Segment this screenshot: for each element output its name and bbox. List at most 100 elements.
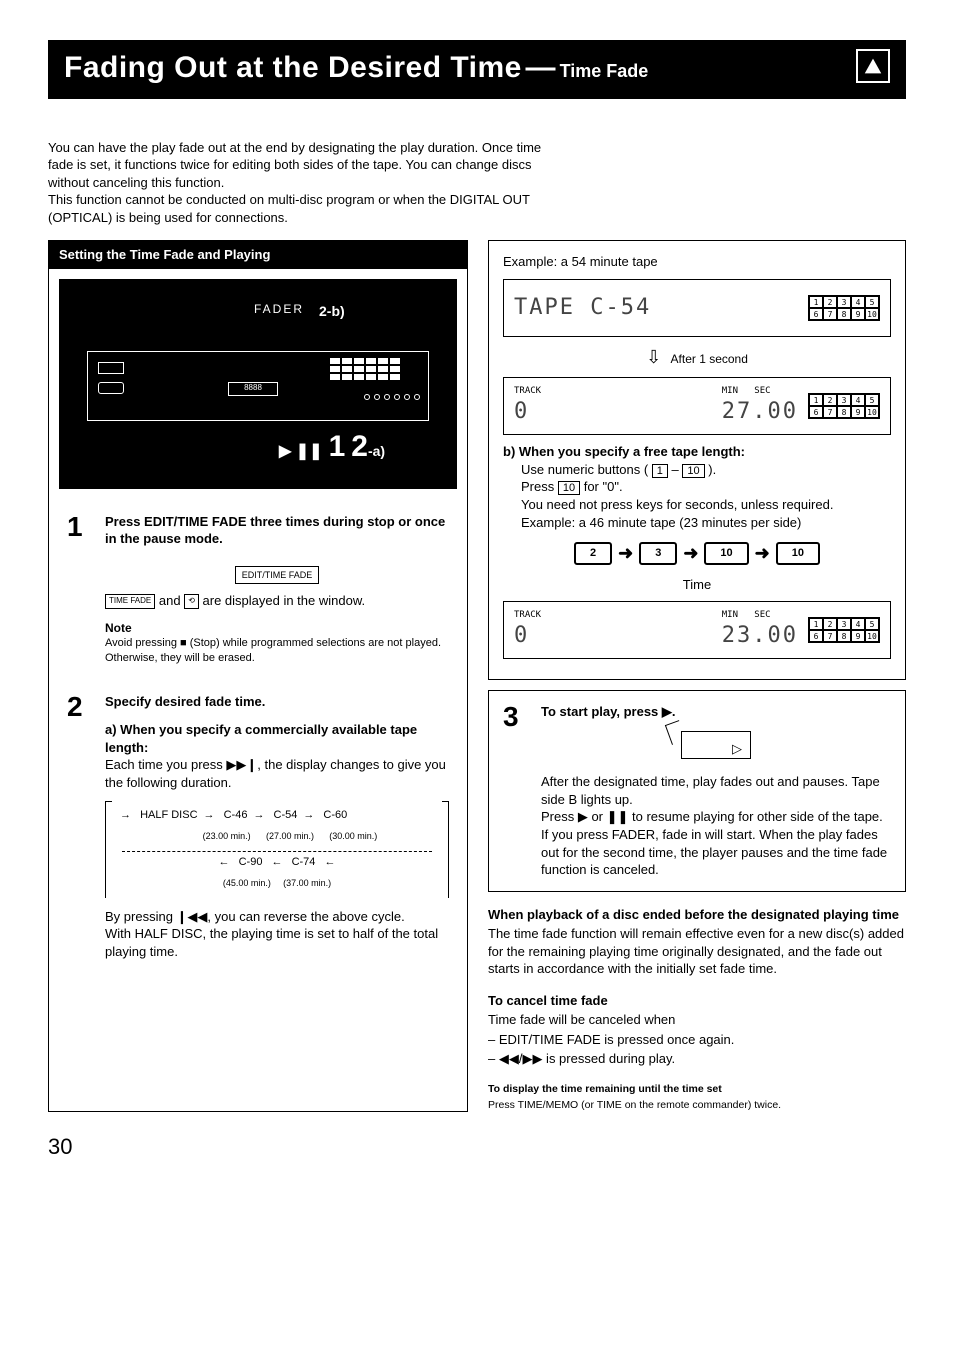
callout-2b: 2-b) [319, 287, 345, 328]
step-1: 1 Press EDIT/TIME FADE three times durin… [49, 499, 467, 680]
bottom-p2b: – ◀◀/▶▶ is pressed during play. [488, 1050, 906, 1068]
fader-label: FADER [254, 301, 304, 317]
title-sub: Time Fade [560, 61, 649, 81]
step-3-num: 3 [503, 703, 527, 878]
lcd-display-2: TRACK0 MIN SEC27.00 1 2 3 4 5 6 7 [503, 377, 891, 435]
callout-1: 1 [329, 427, 346, 468]
page-number: 30 [48, 1132, 906, 1162]
step-2: 2 Specify desired fade time. a) When you… [49, 679, 467, 974]
device-slot-1 [98, 362, 124, 374]
sub-b-dash: – [672, 462, 683, 477]
lcd2-track-label: TRACK [514, 385, 541, 397]
bottom-h1: When playback of a disc ended before the… [488, 906, 906, 924]
intro-p1: You can have the play fade out at the en… [48, 139, 568, 192]
sub-b-l4: Example: a 46 minute tape (23 minutes pe… [521, 514, 891, 532]
lcd-display-1: TAPE C-54 1 2 3 4 5 6 7 8 9 10 [503, 279, 891, 337]
columns: Setting the Time Fade and Playing FADER … [48, 240, 906, 1112]
step-1-note-head: Note [105, 620, 449, 636]
arrow-icon: ➜ [683, 541, 698, 565]
bottom-p3: Press TIME/MEMO (or TIME on the remote c… [488, 1098, 906, 1112]
display-end: are displayed in the window. [203, 593, 366, 608]
key-sequence: 2 ➜ 3 ➜ 10 ➜ 10 [503, 541, 891, 565]
play-icon: ▷ [732, 740, 742, 758]
display-and: and [159, 593, 181, 608]
right-box-upper: Example: a 54 minute tape TAPE C-54 1 2 … [488, 240, 906, 680]
play-button-diagram: ▷ [541, 731, 891, 764]
lcd2-grid: 1 2 3 4 5 6 7 8 9 10 [808, 393, 880, 419]
bottom-p2: Time fade will be canceled when [488, 1011, 906, 1029]
time-fade-indicator-icon: TIME FADE [105, 594, 155, 609]
step-3-head: To start play, press ▶. [541, 703, 891, 721]
lcd2-time: 27.00 [722, 397, 798, 427]
step-2-num: 2 [67, 693, 91, 960]
step-3-p3: If you press FADER, fade in will start. … [541, 826, 891, 879]
cycle-item-0: HALF DISC [140, 809, 197, 821]
cycle-min-5: (37.00 min.) [283, 878, 331, 888]
step-2a-body: Each time you press ▶▶❙, the display cha… [105, 756, 449, 791]
example-head: Example: a 54 minute tape [503, 253, 891, 271]
device-illustration: FADER 2-b) 8888 ▶ ❚❚ 1 2-a) [59, 279, 457, 489]
sub-b-head: b) When you specify a free tape length: [503, 443, 891, 461]
key-btn-0: 2 [574, 542, 612, 565]
down-arrow-icon: ⇩ [646, 347, 661, 367]
tape-cycle-diagram: → HALF DISC→ C-46→ C-54→ C-60 → HALF DIS… [105, 801, 449, 898]
cycle-min-3: (30.00 min.) [329, 831, 377, 841]
device-display: 8888 [228, 382, 278, 396]
edit-button-wrap: EDIT/TIME FADE [105, 558, 449, 592]
step-1-display-line: TIME FADE and ⟲ are displayed in the win… [105, 592, 449, 610]
tape-indicator-icon: ⟲ [184, 594, 199, 609]
bottom-p2a: – EDIT/TIME FADE is pressed once again. [488, 1031, 906, 1049]
intro-block: You can have the play fade out at the en… [48, 139, 568, 227]
key-btn-1: 3 [639, 542, 677, 565]
intro-p2: This function cannot be conducted on mul… [48, 191, 568, 226]
step-1-num: 1 [67, 513, 91, 666]
lcd1-grid: 1 2 3 4 5 6 7 8 9 10 [808, 295, 880, 321]
manual-icon [856, 49, 890, 83]
step-1-note-body: Avoid pressing ■ (Stop) while programmed… [105, 636, 449, 666]
device-button-grid [330, 358, 420, 382]
device-body: 8888 [87, 351, 429, 421]
cycle-min-2: (27.00 min.) [266, 831, 314, 841]
bottom-h3: To display the time remaining until the … [488, 1082, 906, 1096]
step-2-halfdisc: With HALF DISC, the playing time is set … [105, 925, 449, 960]
sub-b-l2b: for "0". [584, 479, 623, 494]
key-btn-3: 10 [776, 542, 820, 565]
step-3-p2: Press ▶ or ❚❚ to resume playing for othe… [541, 808, 891, 826]
left-section-header: Setting the Time Fade and Playing [49, 241, 467, 269]
right-column: Example: a 54 minute tape TAPE C-54 1 2 … [488, 240, 906, 1112]
step-1-body: Press EDIT/TIME FADE three times during … [105, 513, 449, 666]
key-10-icon: 10 [682, 464, 704, 478]
bottom-p1: The time fade function will remain effec… [488, 925, 906, 978]
lcd1-text: TAPE C-54 [514, 293, 798, 323]
after-text: After 1 second [671, 352, 748, 366]
step-2-head: Specify desired fade time. [105, 693, 449, 711]
left-column: Setting the Time Fade and Playing FADER … [48, 240, 468, 1112]
right-box-step3: 3 To start play, press ▶. ▷ After the de… [488, 690, 906, 891]
callout-2a: 2-a) [351, 427, 385, 468]
lcd3-time: 23.00 [722, 621, 798, 651]
bottom-section: When playback of a disc ended before the… [488, 906, 906, 1113]
title-bar: Fading Out at the Desired Time — Time Fa… [48, 40, 906, 99]
sub-b-l3: You need not press keys for seconds, unl… [521, 496, 891, 514]
title-main: Fading Out at the Desired Time [64, 51, 522, 84]
cycle-item-1: C-46 [224, 809, 248, 821]
step-2-reverse: By pressing ❙◀◀, you can reverse the abo… [105, 908, 449, 926]
cycle-item-2: C-54 [274, 809, 298, 821]
cycle-min-4: (45.00 min.) [223, 878, 271, 888]
bottom-h2: To cancel time fade [488, 992, 906, 1010]
title-separator: — [525, 51, 556, 84]
cycle-item-3: C-60 [323, 809, 347, 821]
lcd3-track: 0 [514, 621, 541, 651]
cycle-min-1: (23.00 min.) [203, 831, 251, 841]
step-2-body: Specify desired fade time. a) When you s… [105, 693, 449, 960]
key-10b-icon: 10 [558, 481, 580, 495]
step-3-p1: After the designated time, play fades ou… [541, 773, 891, 808]
arrow-icon: ➜ [755, 541, 770, 565]
play-pause-icon: ▶ ❚❚ [279, 441, 323, 463]
lcd3-track-label: TRACK [514, 609, 541, 621]
cycle-item-5: C-74 [292, 856, 316, 868]
key-1-icon: 1 [652, 464, 668, 478]
lcd-display-3: TRACK0 MIN SEC23.00 1 2 3 4 5 6 7 [503, 601, 891, 659]
key-btn-2: 10 [704, 542, 748, 565]
edit-time-fade-button: EDIT/TIME FADE [235, 566, 320, 584]
